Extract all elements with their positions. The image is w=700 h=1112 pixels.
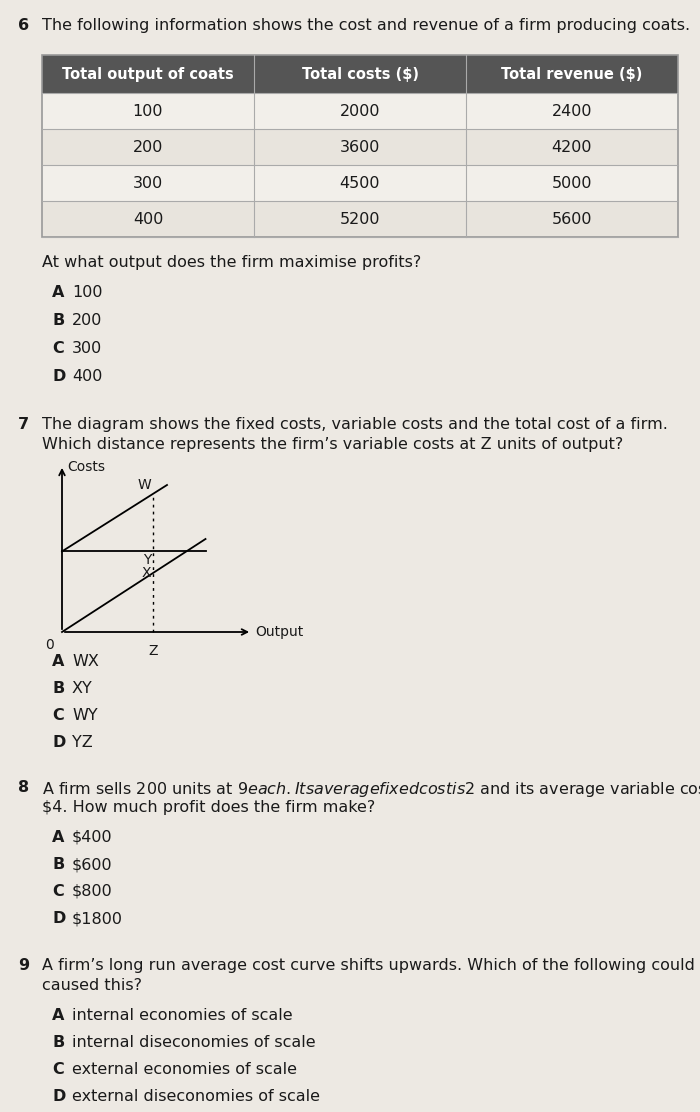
Text: 6: 6: [18, 18, 29, 33]
Text: C: C: [52, 884, 64, 898]
Bar: [42, 93, 678, 129]
Text: Which distance represents the firm’s variable costs at Z units of output?: Which distance represents the firm’s var…: [42, 437, 623, 451]
Text: 4500: 4500: [340, 176, 380, 190]
Text: A firm sells 200 units at $9 each. Its average fixed cost is $2 and its average : A firm sells 200 units at $9 each. Its a…: [42, 780, 700, 800]
Text: X: X: [141, 566, 151, 580]
Text: $600: $600: [72, 857, 113, 872]
Text: 200: 200: [133, 139, 163, 155]
Text: 3600: 3600: [340, 139, 380, 155]
Text: caused this?: caused this?: [42, 977, 142, 993]
Text: WX: WX: [72, 654, 99, 669]
Bar: [42, 201, 678, 237]
Text: internal diseconomies of scale: internal diseconomies of scale: [72, 1035, 316, 1050]
Text: Y: Y: [143, 554, 151, 567]
Text: B: B: [52, 1035, 64, 1050]
Bar: [42, 54, 678, 237]
Text: D: D: [52, 369, 65, 384]
Text: WY: WY: [72, 708, 97, 723]
Text: 9: 9: [18, 959, 29, 973]
Text: A: A: [52, 285, 64, 300]
Text: internal economies of scale: internal economies of scale: [72, 1007, 293, 1023]
Text: A: A: [52, 1007, 64, 1023]
Text: 0: 0: [46, 638, 54, 652]
Text: $1800: $1800: [72, 911, 123, 926]
Text: A: A: [52, 654, 64, 669]
Text: external diseconomies of scale: external diseconomies of scale: [72, 1089, 320, 1104]
Text: C: C: [52, 341, 64, 356]
Text: 400: 400: [72, 369, 102, 384]
Bar: [42, 165, 678, 201]
Text: D: D: [52, 911, 65, 926]
Text: Total output of coats: Total output of coats: [62, 67, 234, 81]
Text: W: W: [137, 478, 151, 492]
Text: 400: 400: [133, 211, 163, 227]
Text: 2400: 2400: [552, 103, 592, 119]
Text: 4200: 4200: [552, 139, 592, 155]
Text: Total costs ($): Total costs ($): [302, 67, 419, 81]
Text: $800: $800: [72, 884, 113, 898]
Text: A firm’s long run average cost curve shifts upwards. Which of the following coul: A firm’s long run average cost curve shi…: [42, 959, 700, 973]
Text: 2000: 2000: [340, 103, 380, 119]
Text: external economies of scale: external economies of scale: [72, 1062, 297, 1078]
Text: 100: 100: [72, 285, 102, 300]
Text: At what output does the firm maximise profits?: At what output does the firm maximise pr…: [42, 255, 421, 270]
Bar: [42, 54, 678, 93]
Text: 300: 300: [72, 341, 102, 356]
Text: 200: 200: [72, 312, 102, 328]
Text: The diagram shows the fixed costs, variable costs and the total cost of a firm.: The diagram shows the fixed costs, varia…: [42, 417, 668, 431]
Text: D: D: [52, 735, 65, 749]
Text: B: B: [52, 857, 64, 872]
Text: 8: 8: [18, 780, 29, 795]
Text: Total revenue ($): Total revenue ($): [501, 67, 643, 81]
Text: YZ: YZ: [72, 735, 92, 749]
Bar: [42, 129, 678, 165]
Text: D: D: [52, 1089, 65, 1104]
Text: B: B: [52, 681, 64, 696]
Text: $4. How much profit does the firm make?: $4. How much profit does the firm make?: [42, 800, 375, 815]
Text: Output: Output: [255, 625, 303, 639]
Text: $400: $400: [72, 830, 113, 845]
Text: C: C: [52, 708, 64, 723]
Text: C: C: [52, 1062, 64, 1078]
Text: B: B: [52, 312, 64, 328]
Text: XY: XY: [72, 681, 92, 696]
Text: 100: 100: [133, 103, 163, 119]
Text: 300: 300: [133, 176, 163, 190]
Text: 5200: 5200: [340, 211, 380, 227]
Text: 7: 7: [18, 417, 29, 431]
Text: Costs: Costs: [67, 460, 105, 474]
Text: Z: Z: [148, 644, 158, 658]
Text: 5000: 5000: [552, 176, 592, 190]
Text: 5600: 5600: [552, 211, 592, 227]
Text: The following information shows the cost and revenue of a firm producing coats.: The following information shows the cost…: [42, 18, 690, 33]
Text: A: A: [52, 830, 64, 845]
